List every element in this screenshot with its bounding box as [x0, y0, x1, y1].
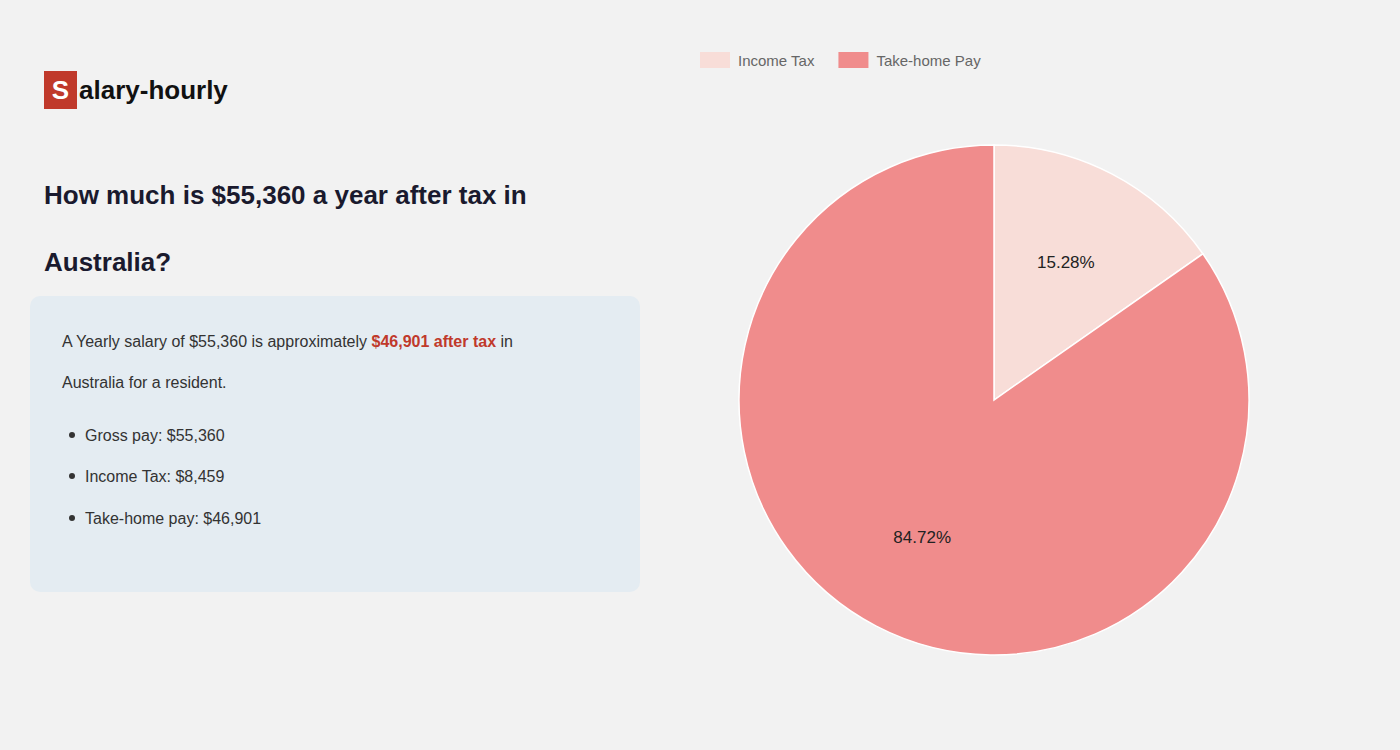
info-line: A Yearly salary of $55,360 is approximat…: [62, 333, 513, 350]
bullet-item: Income Tax: $8,459: [85, 468, 224, 485]
pie: [739, 145, 1249, 655]
bullet-item: Gross pay: $55,360: [85, 427, 225, 444]
bullet-dot: [69, 515, 75, 521]
slice-label: 84.72%: [893, 528, 951, 547]
logo-box: [44, 71, 77, 109]
heading: How much is $55,360 a year after tax in: [44, 180, 527, 210]
bullet-dot: [69, 432, 75, 438]
legend-label: Income Tax: [738, 52, 815, 69]
legend-swatch: [700, 52, 730, 68]
info-text: A Yearly salary of $55,360 is approximat…: [62, 333, 372, 350]
legend: Income Tax Take-home Pay: [700, 52, 981, 69]
logo-initial: S: [52, 75, 69, 105]
legend-swatch: [838, 52, 868, 68]
slice-label: 15.28%: [1037, 253, 1095, 272]
page-canvas: Salary-hourly How much is $55,360 a year …: [0, 0, 1400, 750]
pie-slice: [739, 145, 1249, 655]
slice-labels: 15.28% 84.72%: [893, 253, 1094, 548]
bullet-item: Take-home pay: $46,901: [85, 510, 261, 527]
logo-rest: alary-hourly: [79, 75, 228, 105]
legend-item: Income Tax: [700, 52, 815, 69]
info-highlight: $46,901 after tax: [372, 333, 497, 350]
info-line: Australia for a resident.: [62, 374, 227, 391]
background: [0, 0, 1400, 750]
legend-item: Take-home Pay: [838, 52, 981, 69]
legend-label: Take-home Pay: [876, 52, 981, 69]
info-text: in: [496, 333, 513, 350]
heading: Australia?: [44, 247, 171, 277]
text-panel: Salary-hourly How much is $55,360 a year …: [30, 71, 640, 592]
info-box: [30, 296, 640, 592]
bullet-dot: [69, 473, 75, 479]
